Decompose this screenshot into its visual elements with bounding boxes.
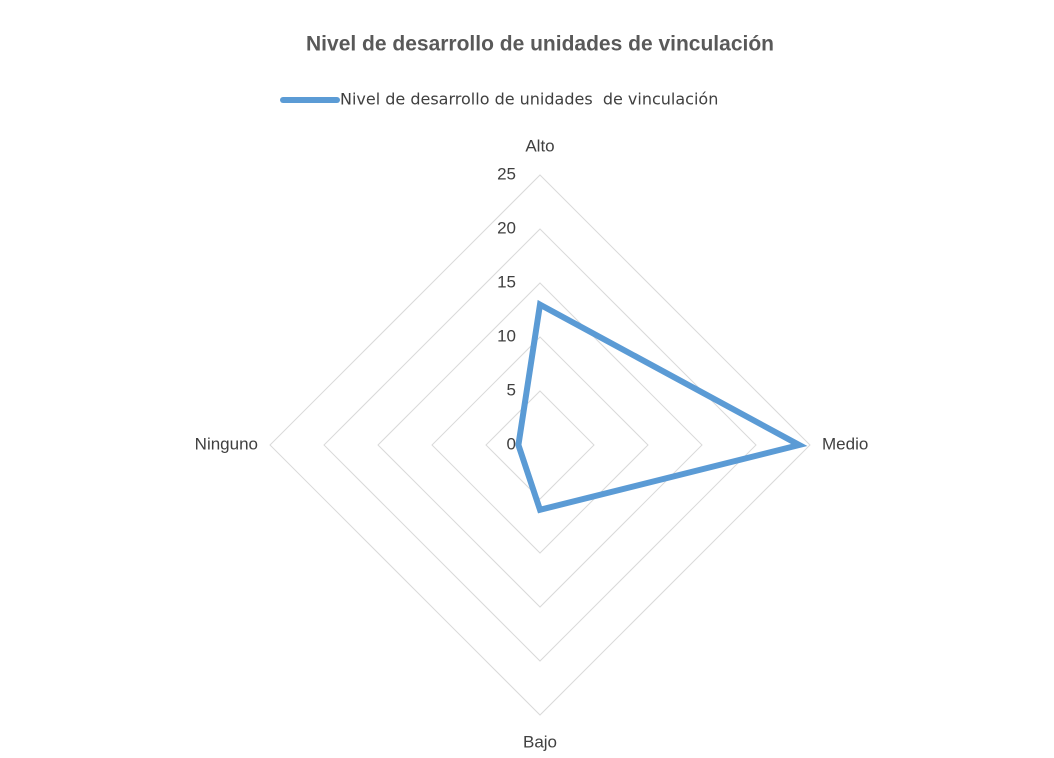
grid-ring [269, 174, 811, 716]
category-label: Alto [525, 136, 554, 155]
legend-label: Nivel de desarrollo de unidades de vincu… [340, 90, 718, 109]
r-tick-label: 10 [497, 326, 516, 345]
r-tick-label: 25 [497, 164, 516, 183]
grid-ring [323, 228, 757, 662]
chart-title: Nivel de desarrollo de unidades de vincu… [306, 33, 774, 56]
r-tick-label: 0 [507, 434, 516, 453]
category-label: Ninguno [195, 434, 258, 453]
series-line [515, 299, 808, 514]
r-tick-label: 15 [497, 272, 516, 291]
category-label: Medio [822, 434, 868, 453]
r-tick-label: 20 [497, 218, 516, 237]
grid-ring [485, 390, 595, 500]
grid-ring [377, 282, 703, 608]
grid-ring [431, 336, 649, 554]
category-label: Bajo [523, 732, 557, 751]
r-tick-label: 5 [507, 380, 516, 399]
